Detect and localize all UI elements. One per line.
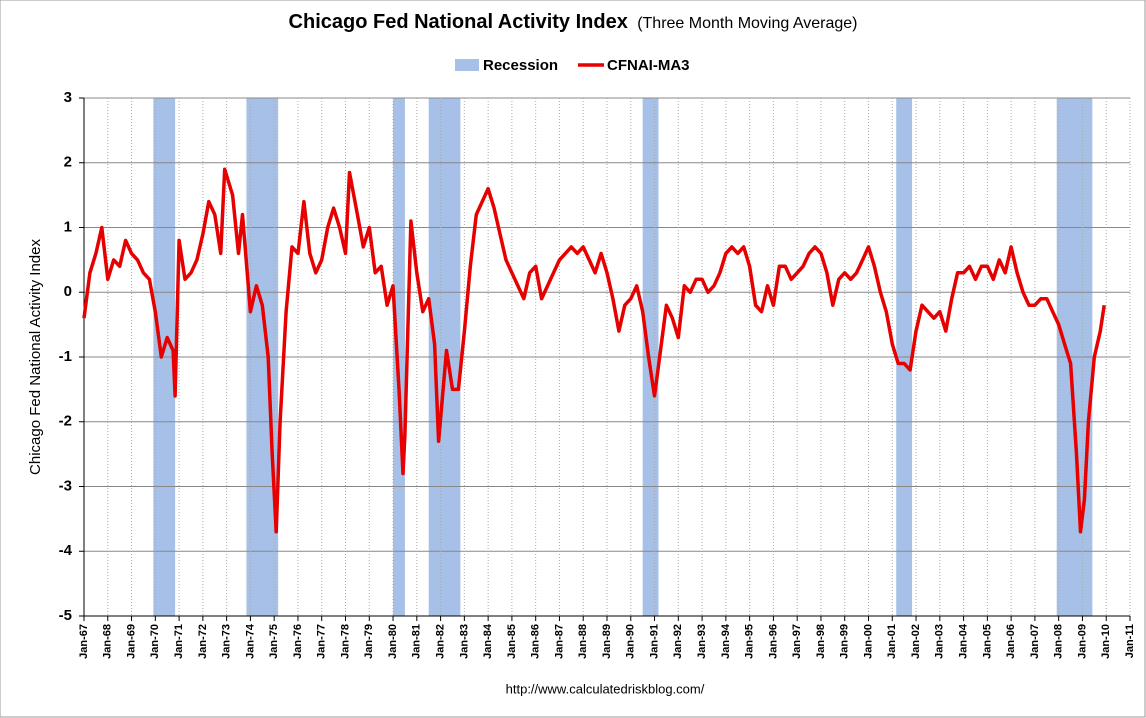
x-tick-label: Jan-02 [910, 624, 922, 659]
legend-label: CFNAI-MA3 [607, 57, 690, 74]
x-tick-label: Jan-70 [149, 624, 161, 659]
x-tick-label: Jan-85 [506, 624, 518, 659]
x-tick-label: Jan-11 [1124, 624, 1136, 658]
x-tick-label: Jan-75 [268, 624, 280, 659]
y-tick-label: 1 [64, 218, 72, 235]
y-tick-label: -1 [59, 348, 72, 365]
x-tick-label: Jan-94 [720, 623, 732, 659]
chart-subtitle: (Three Month Moving Average) [637, 15, 857, 32]
chart-title-group: Chicago Fed National Activity Index (Thr… [289, 11, 858, 33]
x-tick-label: Jan-84 [482, 623, 494, 659]
x-tick-label: Jan-04 [957, 623, 969, 659]
x-tick-label: Jan-06 [1005, 624, 1017, 659]
y-tick-label: 2 [64, 154, 72, 171]
x-tick-label: Jan-91 [648, 624, 660, 659]
x-tick-label: Jan-90 [625, 624, 637, 659]
y-tick-label: 3 [64, 89, 72, 106]
x-tick-label: Jan-73 [221, 624, 233, 659]
x-tick-label: Jan-77 [316, 624, 328, 659]
x-tick-label: Jan-10 [1100, 624, 1112, 659]
source: http://www.calculatedriskblog.com/ [506, 681, 705, 696]
x-tick-label: Jan-81 [411, 624, 423, 659]
x-tick-label: Jan-69 [125, 624, 137, 659]
x-tick-label: Jan-71 [173, 624, 185, 659]
chart-title: Chicago Fed National Activity Index [289, 11, 628, 33]
x-tick-label: Jan-92 [672, 624, 684, 659]
series-line [82, 167, 1106, 534]
x-tick-label: Jan-93 [696, 624, 708, 659]
x-tick-label: Jan-08 [1053, 624, 1065, 659]
y-tick-label: -4 [59, 542, 73, 559]
x-tick-label: Jan-03 [934, 624, 946, 659]
y-tick-label: -3 [59, 477, 72, 494]
x-tick-label: Jan-96 [767, 624, 779, 659]
x-tick-label: Jan-83 [458, 624, 470, 659]
legend-label: Recession [483, 57, 558, 74]
y-axis-label: Chicago Fed National Activity Index [27, 239, 44, 475]
x-tick-label: Jan-07 [1029, 624, 1041, 659]
legend: Recession CFNAI-MA3 [455, 57, 690, 74]
x-tick-label: Jan-00 [862, 624, 874, 659]
x-tick-label: Jan-98 [815, 624, 827, 659]
x-tick-label: Jan-09 [1076, 624, 1088, 659]
x-tick-label: Jan-99 [839, 624, 851, 659]
x-tick-label: Jan-80 [387, 624, 399, 659]
x-tick-label: Jan-82 [434, 624, 446, 659]
legend-swatch [455, 59, 479, 71]
x-tick-label: Jan-76 [292, 624, 304, 659]
y-tick-label: -2 [59, 413, 72, 430]
y-tick-label: -5 [59, 607, 72, 624]
x-tick-label: Jan-72 [197, 624, 209, 659]
x-tick-label: Jan-97 [791, 624, 803, 659]
x-tick-label: Jan-05 [981, 624, 993, 659]
y-tick-label: 0 [64, 283, 72, 300]
x-tick-label: Jan-88 [577, 624, 589, 659]
x-tick-label: Jan-01 [886, 624, 898, 659]
x-tick-label: Jan-67 [78, 624, 90, 659]
x-tick-label: Jan-87 [553, 624, 565, 659]
x-tick-label: Jan-79 [363, 624, 375, 659]
x-tick-label: Jan-78 [339, 624, 351, 659]
x-tick-label: Jan-68 [102, 624, 114, 659]
x-tick-label: Jan-89 [601, 624, 613, 659]
x-tick-label: Jan-86 [530, 624, 542, 659]
x-tick-label: Jan-74 [244, 623, 256, 659]
x-tick-label: Jan-95 [744, 624, 756, 659]
